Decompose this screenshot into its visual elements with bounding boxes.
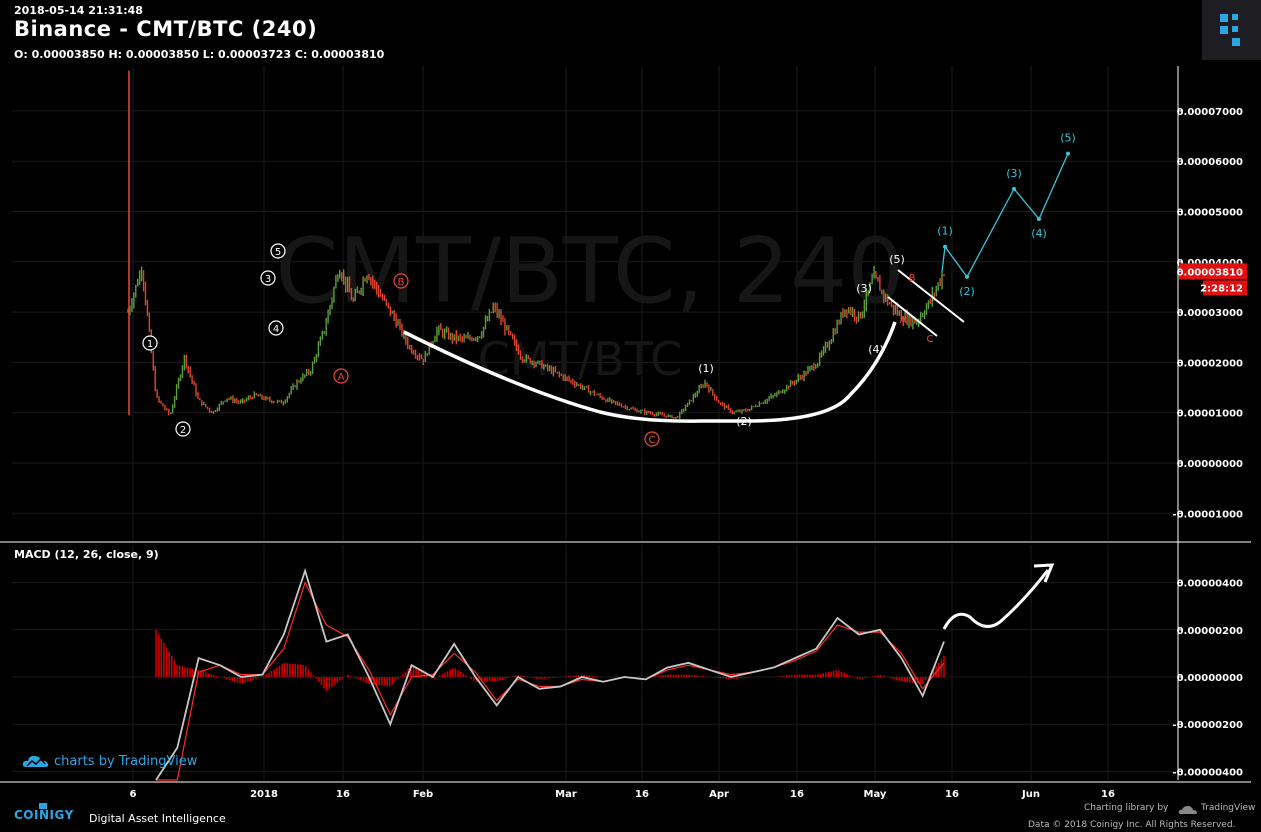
x-tick-label: 16 [336,789,350,800]
signal-line [156,581,945,781]
price-y-tick-label: 0.00003000 [1177,308,1243,319]
channel-line [887,296,938,337]
x-tick-label: 16 [945,789,959,800]
macd-y-tick-label: 0.00000200 [1177,626,1243,637]
projection-point [1012,186,1016,191]
watermark-small: CMT/BTC [478,332,682,386]
x-tick-label: Mar [555,789,577,800]
countdown-tag [1203,280,1247,296]
cup-curve [403,321,897,423]
price-y-tick-label: 0.00001000 [1177,409,1243,420]
projection-point [965,274,969,279]
wave-label-b-circle [393,273,409,289]
wave-label-c: C [649,435,656,446]
x-tick-label: May [864,789,887,800]
arrow-shaft [942,569,1050,630]
timestamp: 2018-05-14 21:31:48 [14,4,143,17]
wave-label-p5: (5) [889,253,905,266]
tradingview-cloud-icon [22,752,50,774]
wave-label-a-circle [333,368,349,384]
wave-label-2-circle [175,421,191,437]
wave-label-3-circle [260,270,276,286]
wave-label-b: B [398,277,405,288]
macd-label: MACD (12, 26, close, 9) [14,548,159,561]
macd-y-tick-label: 0.00000000 [1177,673,1243,684]
macd-panel [155,563,1055,781]
price-y-tick-label: -0.00001000 [1172,509,1243,520]
price-y-tick-label: 0.00002000 [1177,358,1243,369]
macd-y-tick-label: 0.00000400 [1177,579,1243,590]
ohlc-readout: O: 0.00003850 H: 0.00003850 L: 0.0000372… [14,48,385,61]
wave-label-5: 5 [275,247,281,258]
wave-label-p1: (1) [698,362,714,375]
projection-label: (5) [1060,132,1076,145]
candles [127,70,945,419]
wave-label-a2: A [900,315,907,326]
wave-label-1: 1 [147,339,153,350]
chart-title: Binance - CMT/BTC (240) [14,17,318,41]
macd-y-tick-label: -0.00000200 [1172,720,1243,731]
macd-y-tick-label: -0.00000400 [1172,767,1243,778]
watermark-large: CMT/BTC, 240 [275,219,904,324]
x-tick-label: 6 [130,789,137,800]
projection-point [943,244,947,249]
price-y-tick-label: 0.00005000 [1177,208,1243,219]
wave-label-b2: B [909,273,916,284]
channel-line [897,269,965,323]
copyright-text: Data © 2018 Coinigy Inc. All Rights Rese… [1028,820,1236,830]
projection-label: (1) [937,225,953,238]
grid [12,66,1178,780]
coinigy-logo-icon [14,796,74,815]
wave-label-a: A [338,372,345,383]
x-tick-label: Jun [1021,789,1040,800]
tradingview-logo-text[interactable]: charts by TradingView [54,754,198,769]
wave-label-5-circle [270,243,286,259]
x-tick-label: 16 [635,789,649,800]
last-price-label: 0.00003810 [1177,267,1243,278]
price-y-tick-label: 0.00000000 [1177,459,1243,470]
x-tick-label: 16 [790,789,804,800]
annotations: 1 2 3 4 5 (1) (2) (3) (4) (5) A B C A B C (1) (2) (3) (4) (5… [142,132,1076,447]
projection-point [1037,217,1041,222]
macd-line [155,567,945,781]
wave-label-p2: (2) [736,415,752,428]
wave-label-1-circle [142,335,158,351]
wave-label-c-circle [644,431,660,447]
wave-label-2: 2 [180,425,186,436]
projection-label: (4) [1031,227,1047,240]
price-y-tick-label: 0.00004000 [1177,258,1243,269]
last-price-tag [1179,263,1247,280]
wave-label-3: 3 [265,274,271,285]
projection-label: (3) [1006,167,1022,180]
x-tick-label: Apr [709,789,729,800]
axes: 0.00007000 0.00006000 0.00005000 0.00004000… [0,66,1251,800]
x-tick-label: 16 [1101,789,1115,800]
projection-point [1066,151,1070,156]
wave-label-4-circle [268,320,284,336]
tradingview-footer-text: TradingView [1201,803,1256,813]
x-tick-label: 2018 [250,789,278,800]
wave-label-p4: (4) [868,343,884,356]
coinigy-badge-icon[interactable] [1202,0,1261,60]
x-tick-label: Feb [413,789,433,800]
coinigy-brand: COINIGY [14,808,74,822]
coinigy-tagline: Digital Asset Intelligence [89,812,226,825]
price-y-tick-label: 0.00006000 [1177,157,1243,168]
projection-path [941,153,1069,279]
wave-label-c2: C [927,334,934,345]
arrow-head [1033,563,1055,583]
countdown-label: 2:28:12 [1200,283,1243,294]
wave-label-p3: (3) [856,282,872,295]
wave-label-4: 4 [273,324,279,335]
charting-library-text: Charting library by [1084,803,1169,813]
tradingview-small-cloud-icon [1178,801,1198,820]
projection-label: (2) [959,285,975,298]
price-y-tick-label: 0.00007000 [1177,107,1243,118]
